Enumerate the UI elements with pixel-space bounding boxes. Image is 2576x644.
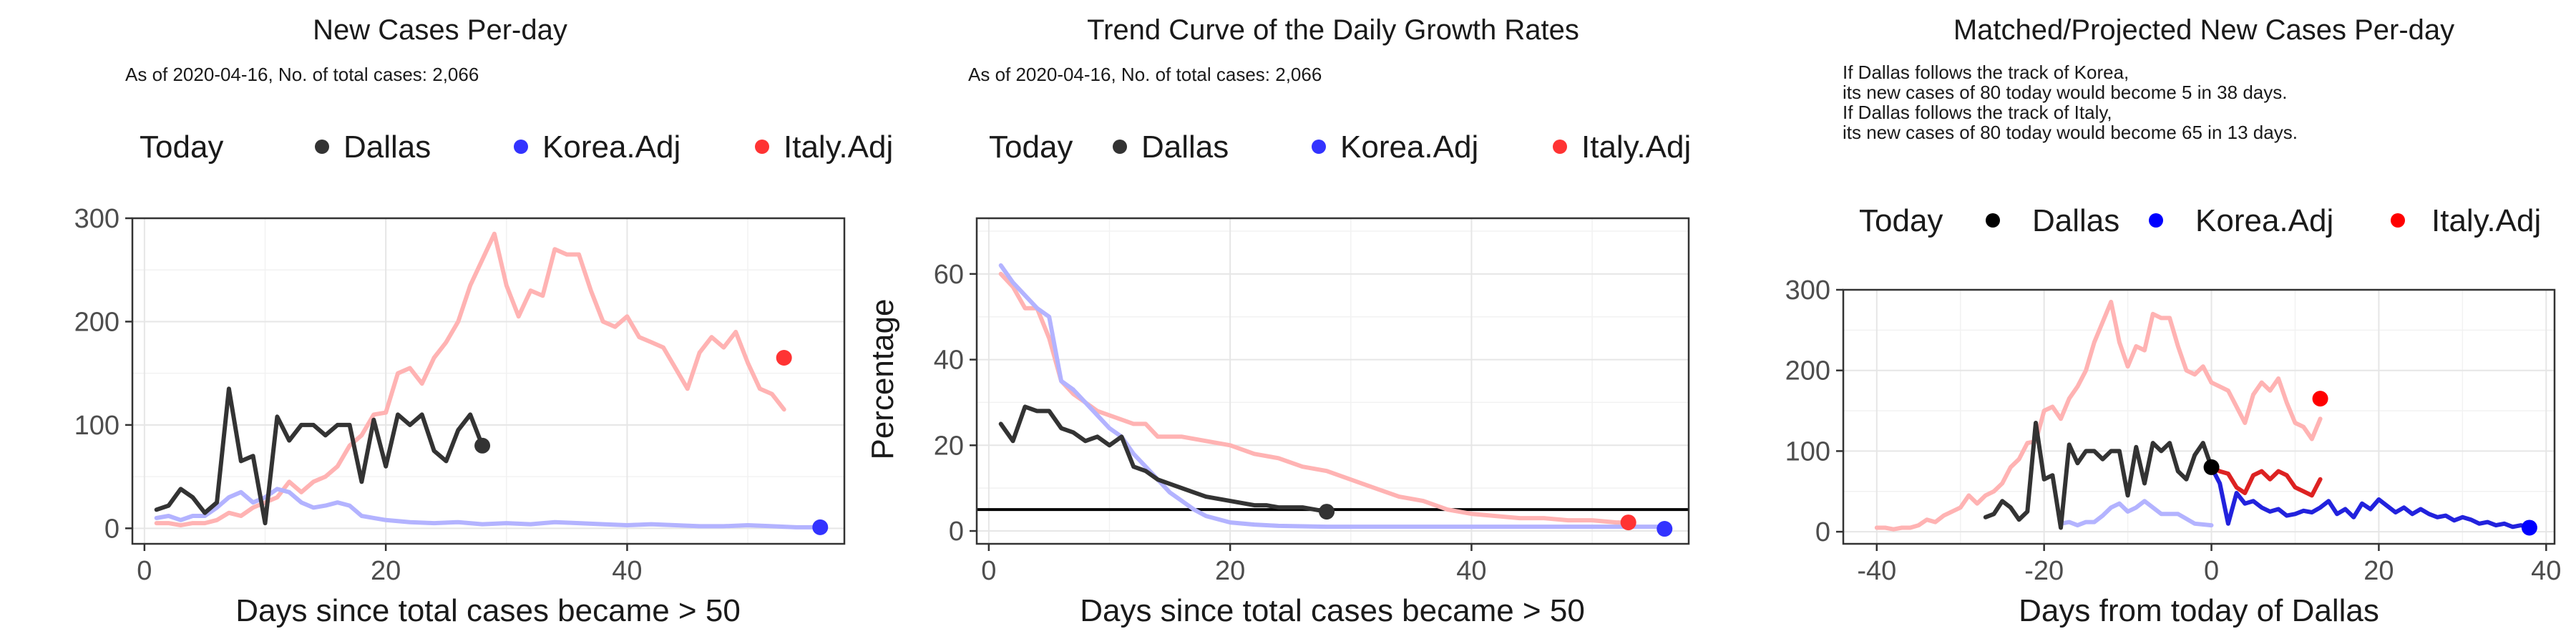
legend-key-dallas (1986, 213, 2000, 228)
chart-title: New Cases Per-day (313, 14, 567, 46)
plot-frame (1842, 288, 2556, 545)
series-line-korea-adj (154, 487, 823, 530)
today-point-korea-adj (812, 519, 829, 535)
plot-frame (975, 217, 1690, 545)
plot-grid (1843, 289, 2555, 544)
x-tick-label: 40 (2531, 556, 2561, 586)
chart-legend: Today Dallas Korea.Adj Italy.Adj (1859, 203, 2541, 238)
y-tick-label: 40 (934, 346, 964, 376)
legend-label-italy-adj: Italy.Adj (1581, 130, 1691, 165)
x-tick-label: 0 (137, 556, 152, 586)
chart-subtitle-line: If Dallas follows the track of Korea, (1843, 62, 2129, 83)
legend-title: Today (1859, 203, 1943, 238)
legend-label-dallas: Dallas (343, 130, 431, 165)
legend-label-dallas: Dallas (1141, 130, 1229, 165)
y-tick-label: 200 (1785, 356, 1830, 386)
legend-key-dallas (1113, 140, 1127, 154)
series-line-italy-adj-scaled (2209, 464, 2323, 498)
legend-key-korea-adj (2149, 213, 2163, 228)
legend-label-korea-adj: Korea.Adj (542, 130, 680, 165)
chart-subtitle-line: As of 2020-04-16, No. of total cases: 2,… (125, 64, 479, 85)
series-line-italy-adj-matched (1874, 299, 2214, 532)
y-tick-label: 0 (1815, 517, 1830, 547)
series-line-dallas (154, 386, 485, 526)
legend-title: Today (140, 130, 223, 165)
legend-label-dallas: Dallas (2032, 203, 2119, 238)
x-axis-title: Days since total cases became > 50 (235, 593, 741, 628)
today-point-italy-adj (2312, 391, 2328, 407)
x-axis-title: Days since total cases became > 50 (1080, 593, 1585, 628)
legend-label-italy-adj: Italy.Adj (2431, 203, 2541, 238)
y-tick-label: 200 (74, 307, 119, 337)
chart-subtitle-line: its new cases of 80 today would become 5… (1843, 82, 2287, 103)
today-point-italy-adj (776, 350, 792, 366)
y-tick-label: 300 (74, 204, 119, 234)
legend-key-italy-adj (1553, 140, 1567, 154)
chart-legend: Today Dallas Korea.Adj Italy.Adj (989, 130, 1691, 165)
chart-3: Matched/Projected New Cases Per-day If Da… (1785, 14, 2562, 628)
legend-key-dallas (315, 140, 329, 154)
series-line-italy-adj (998, 271, 1631, 525)
y-tick-label: 20 (934, 431, 964, 461)
today-point-italy-adj (1620, 514, 1636, 531)
chart-subtitle-line: As of 2020-04-16, No. of total cases: 2,… (968, 64, 1322, 85)
x-tick-label: 40 (612, 556, 642, 586)
chart-1: New Cases Per-day As of 2020-04-16, No. o… (74, 14, 894, 628)
today-point-dallas (2203, 459, 2220, 475)
x-tick-label: 20 (1215, 556, 1245, 586)
y-tick-label: 0 (949, 517, 964, 547)
today-point-dallas (1319, 504, 1335, 520)
x-tick-label: -40 (1857, 556, 1896, 586)
y-axis-title: Percentage (865, 298, 900, 459)
series-line-italy-adj (154, 231, 786, 527)
series-line-dallas (1983, 421, 2214, 530)
series-line-dallas (998, 404, 1330, 514)
today-point-dallas (474, 437, 491, 454)
today-point-korea-adj (2521, 519, 2537, 536)
legend-key-korea-adj (514, 140, 528, 154)
plot-frame (131, 217, 846, 545)
legend-label-korea-adj: Korea.Adj (1340, 130, 1478, 165)
y-tick-label: 300 (1785, 275, 1830, 306)
legend-key-italy-adj (2391, 213, 2405, 228)
y-tick-label: 100 (74, 411, 119, 441)
legend-key-korea-adj (1312, 140, 1326, 154)
x-tick-label: 40 (1456, 556, 1486, 586)
legend-label-italy-adj: Italy.Adj (784, 130, 893, 165)
series-line-korea-adj (998, 263, 1667, 530)
plot-grid (977, 218, 1689, 544)
x-tick-label: 20 (371, 556, 401, 586)
chart-2: Trend Curve of the Daily Growth Rates As … (865, 14, 1691, 628)
legend-label-korea-adj: Korea.Adj (2195, 203, 2333, 238)
legend-title: Today (989, 130, 1073, 165)
chart-subtitle-line: If Dallas follows the track of Italy, (1843, 102, 2112, 123)
x-tick-label: 0 (2204, 556, 2219, 586)
y-tick-label: 60 (934, 260, 964, 290)
legend-key-italy-adj (755, 140, 769, 154)
chart-title: Matched/Projected New Cases Per-day (1953, 14, 2454, 46)
series-line-korea-adj-matched (2059, 499, 2214, 528)
y-tick-label: 0 (104, 514, 119, 544)
chart-title: Trend Curve of the Daily Growth Rates (1087, 14, 1579, 46)
x-tick-label: 20 (2363, 556, 2394, 586)
today-point-korea-adj (1657, 521, 1673, 537)
x-tick-label: 0 (981, 556, 996, 586)
series-line-italy-adj-projected (2209, 376, 2323, 441)
y-tick-label: 100 (1785, 436, 1830, 467)
x-axis-title: Days from today of Dallas (2019, 593, 2379, 628)
series-line-korea-adj-scaled (2209, 464, 2532, 530)
x-tick-label: -20 (2024, 556, 2064, 586)
chart-subtitle-line: its new cases of 80 today would become 6… (1843, 122, 2298, 143)
chart-legend: Today Dallas Korea.Adj Italy.Adj (140, 130, 893, 165)
